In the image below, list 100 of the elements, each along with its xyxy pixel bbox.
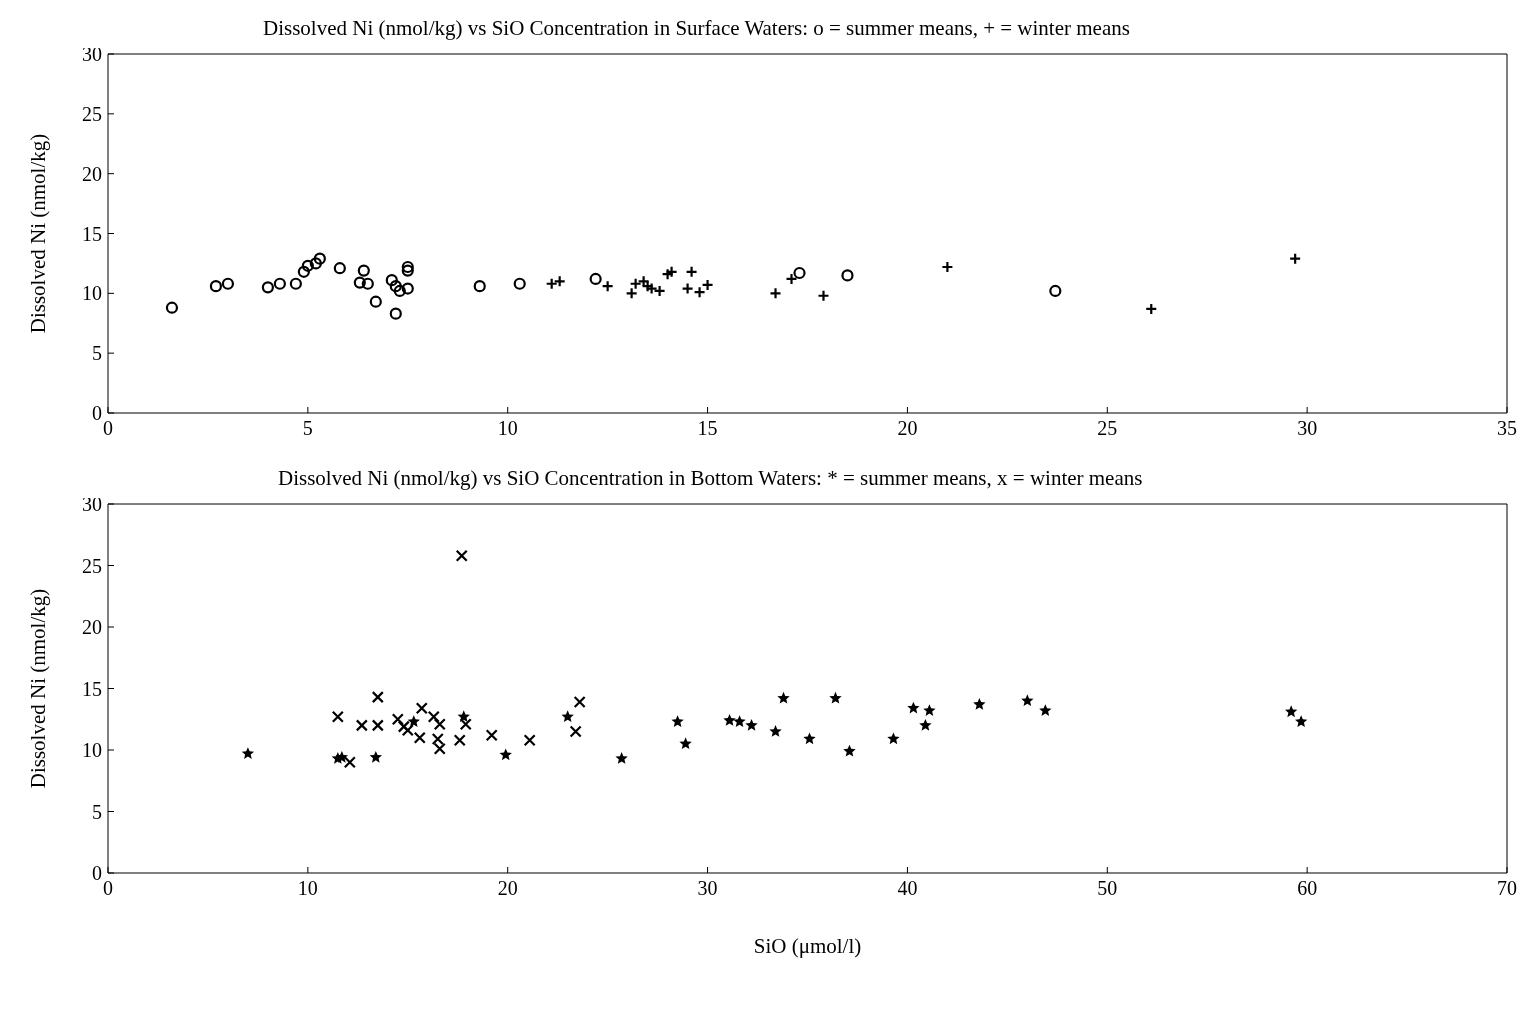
point [685, 265, 698, 278]
y-tick-label: 30 [82, 43, 102, 66]
point [793, 266, 806, 280]
y-tick-label: 0 [92, 862, 102, 885]
x-tick-label: 10 [297, 877, 318, 900]
point [353, 276, 366, 289]
point [745, 718, 758, 731]
point [923, 704, 936, 716]
point [297, 265, 310, 278]
y-tick-label: 15 [82, 222, 102, 245]
point [333, 262, 346, 275]
point [803, 732, 816, 745]
x-tick-label: 5 [302, 417, 313, 440]
point [523, 734, 536, 747]
point [371, 691, 384, 704]
point [679, 737, 692, 750]
point [401, 264, 414, 277]
chart-title: Dissolved Ni (nmol/kg) vs SiO Concentration in Surface Waters: o = summer means, + = winter means [263, 16, 1130, 40]
point [401, 282, 414, 295]
point [455, 549, 468, 562]
y-tick-label: 5 [92, 800, 102, 823]
point [415, 702, 428, 715]
point [331, 710, 344, 723]
x-tick-label: 15 [697, 417, 718, 440]
y-tick-label: 5 [92, 342, 102, 365]
point [335, 750, 349, 763]
point [769, 725, 782, 737]
point [485, 729, 498, 742]
point [1284, 705, 1298, 718]
point [777, 691, 790, 704]
point [1294, 715, 1308, 727]
point [313, 252, 326, 265]
point [1021, 694, 1034, 707]
point [261, 281, 274, 294]
point [273, 277, 286, 290]
x-tick-label: 25 [1097, 417, 1118, 440]
point [301, 259, 314, 272]
point [389, 280, 402, 293]
point [601, 280, 614, 293]
point [589, 272, 602, 286]
point [1049, 284, 1062, 298]
y-tick-label: 0 [92, 402, 102, 425]
x-tick-label: 20 [897, 417, 918, 440]
point [357, 264, 370, 277]
point [671, 715, 684, 727]
point [499, 748, 512, 761]
point [431, 732, 444, 746]
point [393, 284, 406, 298]
y-tick-label: 10 [82, 739, 102, 762]
point [369, 295, 382, 308]
point [397, 720, 410, 733]
point [371, 719, 384, 732]
point [385, 274, 398, 287]
point [209, 280, 223, 293]
point [829, 691, 842, 704]
x-tick-label: 20 [497, 877, 518, 900]
point [625, 287, 638, 300]
chart-title: Dissolved Ni (nmol/kg) vs SiO Concentration in Bottom Waters: * = summer means, x = winter means [278, 466, 1143, 490]
x-tick-label: 30 [1297, 417, 1318, 440]
point [473, 280, 486, 293]
point [309, 257, 322, 270]
x-tick-label: 50 [1097, 877, 1118, 900]
point [693, 286, 706, 299]
point [513, 277, 526, 290]
point [453, 734, 466, 747]
point [681, 282, 694, 295]
point [165, 301, 179, 314]
point [629, 277, 642, 290]
point [553, 275, 566, 288]
y-tick-label: 10 [82, 282, 102, 305]
x-tick-label: 40 [897, 877, 918, 900]
point [1039, 704, 1052, 716]
x-axis-title: SiO (μmol/l) [753, 934, 862, 958]
x-tick-label: 70 [1497, 877, 1517, 900]
point [289, 277, 302, 290]
point [569, 725, 582, 738]
y-tick-label: 25 [82, 554, 102, 577]
point [355, 719, 368, 732]
point [413, 731, 426, 744]
point [221, 277, 235, 290]
point [401, 724, 414, 737]
point [907, 701, 920, 714]
point [433, 742, 446, 755]
point [433, 718, 446, 731]
point [545, 277, 558, 290]
point [427, 710, 440, 723]
y-tick-label: 25 [82, 102, 102, 125]
point [389, 307, 402, 320]
point [1289, 252, 1302, 265]
y-tick-label: 20 [82, 162, 102, 185]
point [723, 713, 736, 726]
point [573, 695, 586, 709]
y-axis-title: Dissolved Ni (nmol/kg) [26, 588, 51, 789]
y-tick-label: 15 [82, 677, 102, 700]
x-tick-label: 60 [1297, 877, 1318, 900]
x-tick-label: 35 [1497, 417, 1517, 440]
point [843, 744, 856, 757]
point [817, 289, 830, 302]
point [841, 269, 854, 282]
point [769, 287, 782, 300]
